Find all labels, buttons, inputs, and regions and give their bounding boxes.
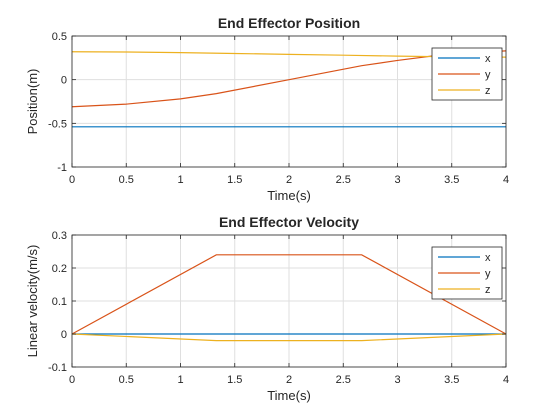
y-tick-label: 0: [61, 329, 67, 341]
x-axis-label: Time(s): [267, 388, 311, 403]
y-tick-label: -0.5: [48, 118, 67, 130]
y-tick-label: 0: [61, 75, 67, 87]
chart-title: End Effector Velocity: [219, 214, 359, 230]
chart-title: End Effector Position: [218, 15, 360, 31]
x-tick-label: 3.5: [444, 374, 459, 386]
y-tick-label: -1: [57, 162, 67, 174]
legend-label-x: x: [485, 53, 491, 65]
x-tick-label: 0.5: [119, 374, 134, 386]
x-tick-label: 3: [394, 374, 400, 386]
y-tick-label: 0.5: [52, 31, 67, 43]
x-tick-label: 0: [69, 174, 75, 186]
x-tick-label: 2: [286, 374, 292, 386]
legend-label-z: z: [485, 284, 491, 296]
y-tick-label: 0.3: [52, 230, 67, 242]
legend-label-z: z: [485, 85, 491, 97]
x-tick-label: 1: [177, 374, 183, 386]
x-tick-label: 2.5: [336, 174, 351, 186]
x-tick-label: 4: [503, 174, 509, 186]
x-tick-label: 1.5: [227, 174, 242, 186]
position-chart: 0 0.5 1 1.5 2 2.5 3 3.5 4 -1 -0.5 0 0.5 End Effector …: [25, 15, 509, 203]
x-tick-label: 2: [286, 174, 292, 186]
legend-label-y: y: [485, 69, 491, 81]
y-axis-label: Position(m): [25, 69, 40, 135]
legend-label-y: y: [485, 268, 491, 280]
legend: xyz: [431, 47, 503, 101]
x-tick-label: 3.5: [444, 174, 459, 186]
x-tick-label: 0: [69, 374, 75, 386]
legend-label-x: x: [485, 252, 491, 264]
series-line-z: [71, 333, 507, 342]
x-tick-label: 4: [503, 374, 509, 386]
x-axis-label: Time(s): [267, 188, 311, 203]
x-tick-label: 2.5: [336, 374, 351, 386]
legend: xyz: [431, 246, 503, 300]
y-tick-label: -0.1: [48, 362, 67, 374]
y-tick-label: 0.2: [52, 263, 67, 275]
x-tick-label: 0.5: [119, 174, 134, 186]
y-axis-label: Linear velocity(m/s): [25, 245, 40, 358]
y-tick-label: 0.1: [52, 296, 67, 308]
x-tick-label: 1.5: [227, 374, 242, 386]
x-tick-label: 3: [394, 174, 400, 186]
x-tick-label: 1: [177, 174, 183, 186]
